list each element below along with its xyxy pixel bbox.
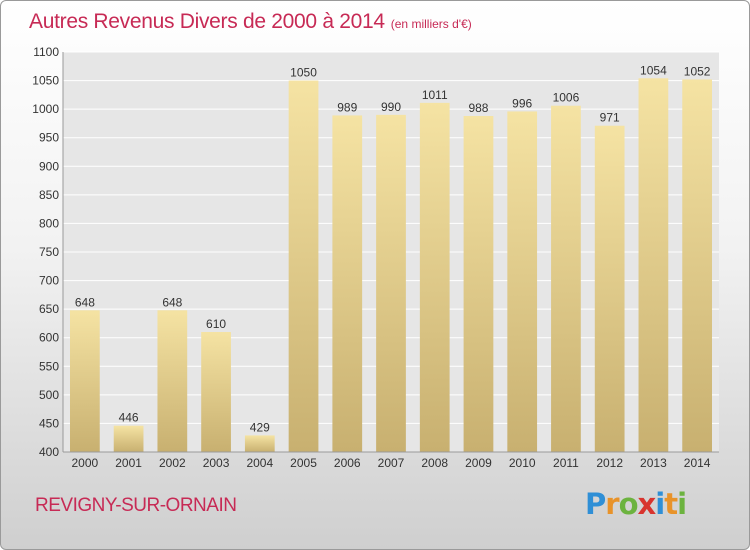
x-tick-label: 2002 (159, 456, 186, 470)
data-label: 1054 (640, 63, 667, 77)
logo-letter: o (618, 487, 639, 521)
logo-letter: P (585, 487, 606, 521)
x-tick-label: 2007 (378, 456, 405, 470)
y-tick-label: 600 (39, 331, 59, 345)
x-tick-label: 2010 (509, 456, 536, 470)
bar (376, 114, 406, 452)
bar (332, 115, 363, 452)
data-label: 988 (468, 101, 488, 115)
proxiti-logo: Proxiti (585, 487, 687, 521)
y-tick-label: 450 (39, 416, 59, 430)
data-label: 996 (512, 96, 532, 110)
x-tick-label: 2013 (640, 456, 667, 470)
chart-title: Autres Revenus Divers de 2000 à 2014 (29, 10, 385, 33)
y-tick-label: 750 (39, 245, 59, 259)
data-label: 990 (381, 100, 401, 114)
y-tick-label: 500 (39, 388, 59, 402)
bar (113, 425, 144, 452)
location-label: REVIGNY-SUR-ORNAIN (35, 495, 237, 516)
bar (157, 310, 188, 452)
x-tick-label: 2011 (553, 456, 579, 470)
bar (69, 310, 100, 452)
bar (551, 105, 581, 452)
chart-subtitle: (en milliers d'€) (390, 17, 472, 31)
x-tick-label: 2000 (72, 456, 99, 470)
data-label: 648 (162, 295, 182, 309)
bar (507, 111, 538, 452)
y-tick-label: 1100 (33, 45, 59, 59)
data-label: 446 (119, 411, 139, 425)
bar (594, 125, 625, 452)
data-label: 610 (206, 317, 226, 331)
y-tick-label: 700 (39, 274, 59, 288)
logo-letter: i (677, 487, 687, 521)
bar (244, 435, 275, 452)
y-tick-label: 900 (39, 159, 59, 173)
data-label: 1006 (553, 91, 580, 105)
data-label: 429 (250, 420, 270, 434)
data-label: 971 (600, 111, 620, 125)
x-tick-label: 2012 (596, 456, 623, 470)
x-tick-label: 2009 (465, 456, 492, 470)
y-tick-label: 1050 (32, 74, 59, 88)
x-tick-label: 2003 (203, 456, 230, 470)
x-tick-label: 2008 (421, 456, 448, 470)
x-tick-label: 2001 (115, 456, 142, 470)
data-label: 648 (75, 295, 95, 309)
title-row: Autres Revenus Divers de 2000 à 2014 (en … (29, 10, 472, 34)
data-label: 1050 (290, 66, 317, 80)
bar (419, 102, 450, 452)
x-tick-label: 2004 (246, 456, 273, 470)
bar (682, 79, 713, 452)
y-tick-label: 850 (39, 188, 59, 202)
y-tick-label: 950 (39, 131, 59, 145)
data-label: 989 (337, 100, 357, 114)
logo-letter: x (637, 487, 657, 521)
x-tick-label: 2005 (290, 456, 317, 470)
y-tick-label: 650 (39, 302, 59, 316)
bar (201, 332, 231, 452)
logo-letter: i (655, 487, 665, 521)
data-label: 1052 (684, 64, 711, 78)
x-tick-label: 2014 (684, 456, 711, 470)
data-label: 1011 (422, 88, 448, 102)
y-tick-label: 550 (39, 359, 59, 373)
y-tick-label: 1000 (32, 102, 59, 116)
bar (638, 78, 669, 453)
logo-letter: r (605, 487, 619, 521)
y-tick-label: 800 (39, 216, 59, 230)
bar (288, 80, 319, 453)
bar (463, 116, 494, 452)
y-tick-label: 400 (39, 445, 59, 459)
logo-letter: t (664, 487, 678, 521)
x-tick-label: 2006 (334, 456, 361, 470)
